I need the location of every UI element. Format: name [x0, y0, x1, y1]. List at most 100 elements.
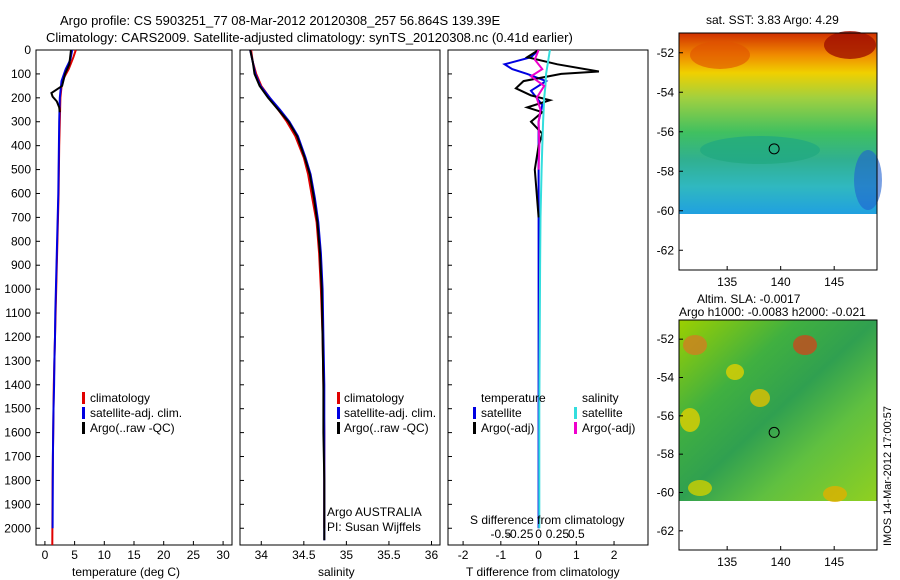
x-tick-label: 0	[535, 548, 542, 562]
series-salinity-argo-adj	[529, 49, 546, 170]
temperature-series	[50, 49, 77, 546]
depth-tick-label: 1800	[4, 473, 31, 487]
lat-tick-label: -52	[657, 46, 675, 60]
legend-satellite-2: satellite-adj. clim.	[344, 406, 436, 420]
difference-x-axis: -2 -1 0 1 2 -0.5-0.25 0 0.250.5	[448, 49, 618, 562]
series-satellite-adj-clim	[51, 49, 74, 529]
legend-climatology-2: climatology	[344, 391, 404, 405]
depth-axis: 0 100 200 300 400 500 600 700 800 900 1000 1100 1200…	[4, 43, 40, 535]
sla-map: Altim. SLA: -0.0017 Argo h1000: -0.0083 …	[657, 292, 878, 569]
lat-tick-label: -54	[657, 85, 675, 99]
lat-tick-label: -62	[657, 524, 675, 538]
lon-tick-label: 145	[824, 275, 844, 289]
x-tick-label: 35.5	[377, 548, 401, 562]
legend-swatch-t-satellite	[473, 407, 476, 419]
s-tick-label: 0	[535, 527, 542, 541]
lat-tick-label: -56	[657, 409, 675, 423]
temperature-panel: 0100200300400500600700800900100011001200…	[4, 43, 233, 579]
depth-tick-label: 1600	[4, 426, 31, 440]
depth-tick-label: 1100	[5, 306, 31, 320]
depth-tick-label: 1500	[4, 402, 31, 416]
salinity-legend: climatology satellite-adj. clim. Argo(..…	[337, 391, 436, 435]
legend-swatch-climatology-2	[337, 392, 340, 404]
series-argo-raw-qc	[50, 49, 72, 113]
sla-map-frame	[678, 319, 878, 551]
s-tick-label: 0.25	[546, 527, 570, 541]
depth-tick-label: 100	[11, 67, 31, 81]
legend-salinity-title: salinity	[582, 391, 619, 405]
x-tick-label: 1	[573, 548, 580, 562]
footer-stamp-box: IMOS 14-Mar-2012 17:00:57	[874, 330, 896, 550]
x-tick-label: 36	[425, 548, 439, 562]
legend-swatch-s-satellite	[574, 407, 577, 419]
depth-tick-label: 1200	[4, 330, 31, 344]
legend-swatch-satellite-2	[337, 407, 340, 419]
header-line2: Climatology: CARS2009. Satellite-adjuste…	[46, 30, 573, 45]
salinity-frame	[239, 49, 441, 546]
x-tick-label: 20	[157, 548, 171, 562]
depth-tick-label: 1000	[4, 282, 31, 296]
sla-yellow-patch-5	[688, 480, 712, 496]
x-tick-label: 2	[611, 548, 618, 562]
salinity-x-axis: 34 34.5 35 35.5 36	[240, 49, 439, 562]
legend-swatch-t-argo	[473, 422, 476, 434]
sst-map-frame	[678, 32, 878, 271]
legend-swatch-argo	[82, 422, 85, 434]
legend-s-satellite: satellite	[582, 406, 623, 420]
legend-s-argo: Argo(-adj)	[582, 421, 635, 435]
lon-tick-label: 135	[717, 275, 737, 289]
depth-tick-label: 600	[11, 186, 31, 200]
lat-tick-label: -62	[657, 243, 675, 257]
sla-map-axes: -52 -54 -56 -58 -60 -62 135 140 145	[657, 332, 845, 569]
header-line1: Argo profile: CS 5903251_77 08-Mar-2012 …	[60, 13, 501, 28]
depth-tick-label: 1400	[4, 378, 31, 392]
legend-argo-2: Argo(..raw -QC)	[344, 421, 429, 435]
difference-xlabel-top: S difference from climatology	[470, 513, 625, 527]
series-argo-raw-qc	[249, 49, 326, 541]
depth-tick-label: 1900	[4, 497, 31, 511]
sst-map: sat. SST: 3.83 Argo: 4.29	[657, 13, 882, 289]
sst-map-axes: -52 -54 -56 -58 -60 -62 135 140 145	[657, 46, 845, 289]
legend-swatch-climatology	[82, 392, 85, 404]
s-tick-label: 0.5	[568, 527, 585, 541]
x-tick-label: 15	[127, 548, 141, 562]
depth-tick-label: 1700	[4, 450, 31, 464]
x-tick-label: 34	[255, 548, 269, 562]
depth-tick-label: 500	[11, 163, 31, 177]
lat-tick-label: -60	[657, 486, 675, 500]
x-tick-label: 25	[187, 548, 201, 562]
sst-warm-patch	[824, 31, 876, 59]
argo-location-marker-2	[768, 426, 780, 438]
lon-tick-label: 140	[771, 555, 791, 569]
legend-satellite: satellite-adj. clim.	[90, 406, 182, 420]
x-tick-label: 35	[340, 548, 354, 562]
depth-tick-label: 1300	[4, 354, 31, 368]
depth-tick-label: 2000	[4, 521, 31, 535]
lon-tick-label: 145	[824, 555, 844, 569]
legend-t-satellite: satellite	[481, 406, 522, 420]
lon-tick-label: 135	[717, 555, 737, 569]
sla-yellow-patch-4	[823, 486, 847, 502]
lat-tick-label: -58	[657, 164, 675, 178]
lat-tick-label: -54	[657, 371, 675, 385]
sst-cool-band	[700, 136, 820, 164]
lat-tick-label: -58	[657, 447, 675, 461]
x-tick-label: 30	[216, 548, 230, 562]
legend-swatch-argo-2	[337, 422, 340, 434]
argo-location-marker	[768, 143, 780, 155]
sla-map-title2: Argo h1000: -0.0083 h2000: -0.021	[679, 305, 866, 319]
sst-cold-edge	[854, 150, 882, 210]
depth-tick-label: 200	[11, 91, 31, 105]
temperature-legend: climatology satellite-adj. clim. Argo(..…	[82, 391, 182, 435]
legend-swatch-satellite	[82, 407, 85, 419]
depth-tick-label: 400	[11, 139, 31, 153]
legend-climatology: climatology	[90, 391, 150, 405]
x-tick-label: 10	[98, 548, 112, 562]
difference-frame	[447, 49, 649, 546]
x-tick-label: 0	[42, 548, 49, 562]
legend-argo: Argo(..raw -QC)	[90, 421, 175, 435]
x-tick-label: -1	[495, 548, 506, 562]
s-tick-label: -0.25	[506, 527, 534, 541]
x-tick-label: 5	[71, 548, 78, 562]
sst-map-title: sat. SST: 3.83 Argo: 4.29	[706, 13, 839, 27]
